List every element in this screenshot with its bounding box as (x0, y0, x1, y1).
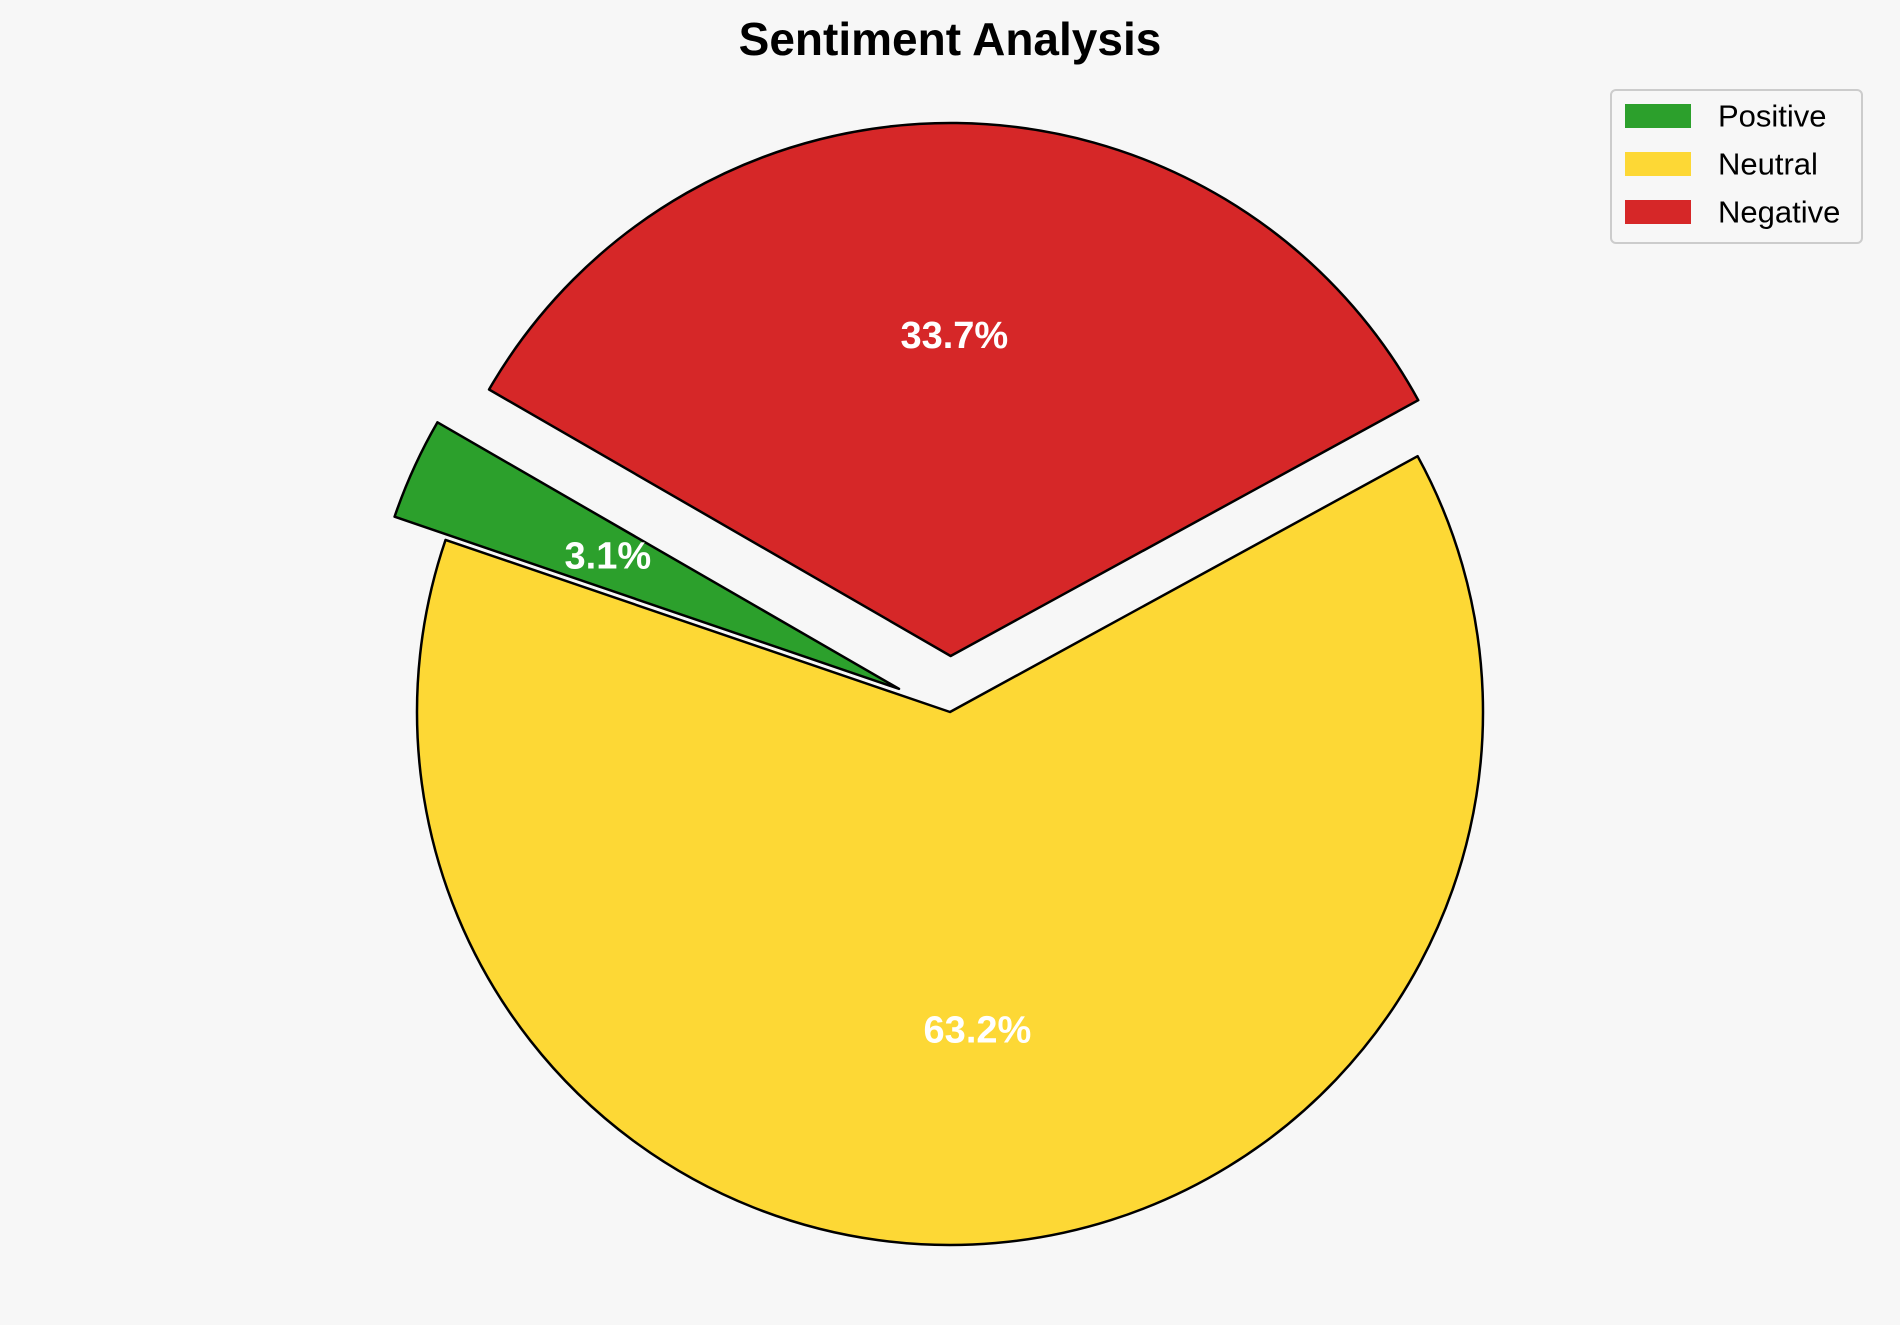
legend: Positive Neutral Negative (1610, 89, 1863, 244)
slice-label-negative: 33.7% (900, 315, 1008, 357)
legend-label-neutral: Neutral (1718, 147, 1818, 182)
legend-swatch-neutral (1625, 152, 1691, 176)
legend-label-positive: Positive (1718, 99, 1827, 134)
pie-slice-positive (393, 421, 901, 691)
pie-slice-negative (487, 121, 1420, 658)
pie-slice-neutral (415, 454, 1485, 1247)
legend-swatch-positive (1625, 104, 1691, 128)
chart-title: Sentiment Analysis (739, 13, 1162, 65)
slice-labels-layer: 3.1% 63.2% 33.7% (565, 315, 1032, 1051)
slices-layer (393, 121, 1485, 1247)
legend-label-negative: Negative (1718, 195, 1840, 230)
slice-label-neutral: 63.2% (924, 1010, 1032, 1052)
slice-label-positive: 3.1% (565, 536, 652, 578)
legend-swatch-negative (1625, 200, 1691, 224)
